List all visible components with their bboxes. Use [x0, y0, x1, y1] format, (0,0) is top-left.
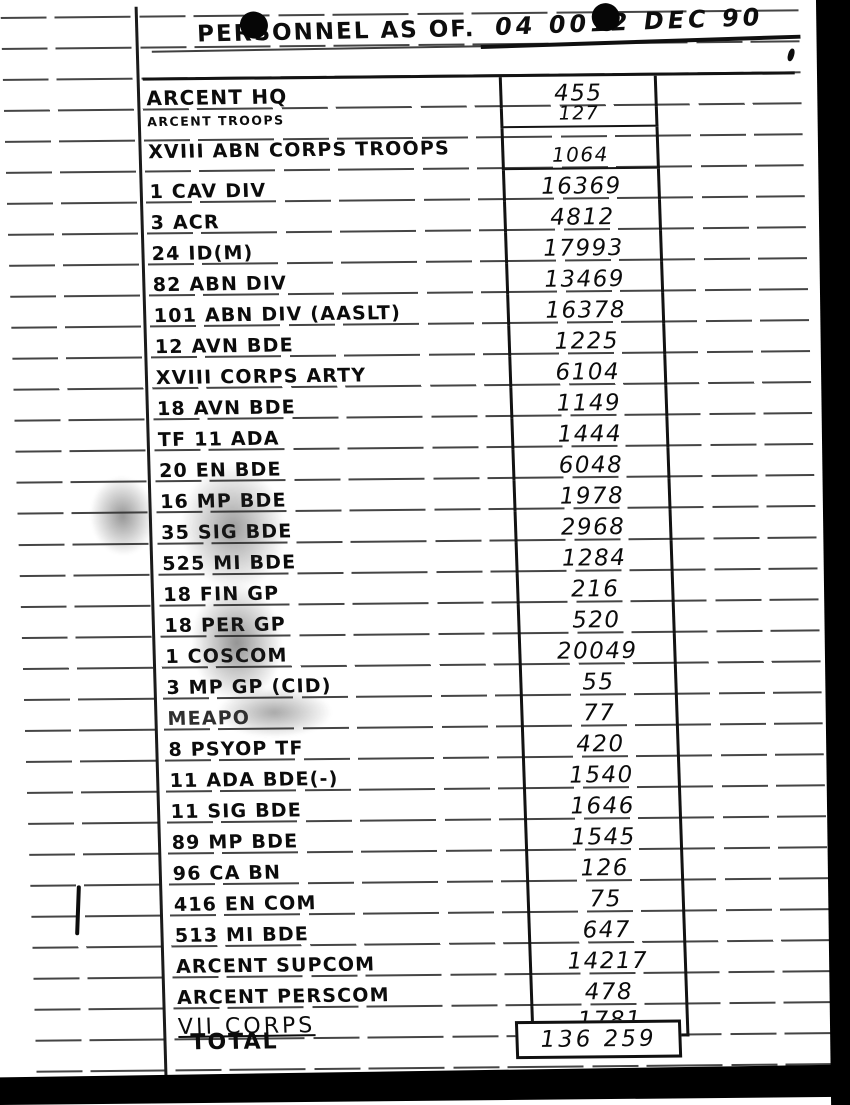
- personnel-count: 14217: [528, 943, 688, 976]
- personnel-count: 75: [526, 881, 686, 914]
- row-tail: [666, 353, 805, 385]
- row-tail: [676, 632, 815, 664]
- unit-name: 3 ACR: [150, 211, 221, 235]
- personnel-count: 20049: [517, 633, 677, 667]
- personnel-count: 647: [527, 912, 687, 945]
- row-tail: [660, 167, 799, 199]
- total-label: TOTAL: [190, 1029, 280, 1056]
- row-tail: [657, 74, 796, 106]
- personnel-count: 77: [519, 695, 679, 729]
- unit-name: ARCENT HQ: [145, 84, 288, 111]
- unit-name: 525 MI BDE: [161, 551, 297, 576]
- table-row: XVIII ABN CORPS TROOPS 1064: [145, 125, 798, 173]
- unit-name: TF 11 ADA: [157, 427, 281, 452]
- unit-name: 8 PSYOP TF: [168, 737, 305, 762]
- row-tail: [668, 415, 807, 447]
- personnel-count: 127: [499, 102, 659, 129]
- row-tail: [658, 105, 797, 126]
- row-tail: [678, 694, 817, 726]
- row-tail: [661, 198, 800, 230]
- unit-name: 24 ID(M): [151, 241, 254, 266]
- unit-name: 96 CA BN: [172, 861, 282, 885]
- unit-name: XVIII ABN CORPS TROOPS: [147, 137, 451, 164]
- personnel-count: 520: [516, 602, 676, 636]
- row-tail: [679, 725, 818, 757]
- row-tail: [682, 818, 821, 850]
- unit-name: 1 COSCOM: [165, 644, 289, 669]
- unit-name: 18 FIN GP: [162, 582, 280, 607]
- personnel-count: 1064: [500, 126, 660, 171]
- row-tail: [672, 508, 811, 540]
- row-tail: [685, 911, 824, 943]
- personnel-count: 1444: [510, 416, 670, 450]
- personnel-count: 16369: [501, 168, 661, 202]
- document-date: 04 0012 DEC 90: [494, 2, 765, 41]
- row-tail: [664, 291, 803, 323]
- row-tail: [674, 570, 813, 602]
- personnel-count: 4812: [502, 199, 663, 233]
- personnel-count: 6104: [508, 354, 668, 388]
- personnel-table: ARCENT HQ 455 ARCENT TROOPS 127 XVIII AB…: [142, 71, 828, 1042]
- unit-name: 82 ABN DIV: [152, 272, 288, 297]
- unit-name: XVIII CORPS ARTY: [155, 364, 367, 390]
- personnel-count: 1545: [524, 819, 684, 852]
- personnel-count: 1646: [523, 788, 683, 822]
- unit-name: 1 CAV DIV: [149, 179, 267, 204]
- unit-name: 12 AVN BDE: [154, 334, 295, 359]
- unit-name: 35 SIG BDE: [160, 520, 293, 545]
- row-tail: [686, 942, 825, 974]
- row-tail: [665, 322, 804, 354]
- unit-name: 101 ABN DIV (AASLT): [153, 301, 402, 328]
- personnel-count: 1978: [512, 478, 672, 512]
- personnel-count: 17993: [504, 230, 664, 264]
- unit-name: 3 MP GP (CID): [166, 674, 333, 700]
- personnel-count: 1540: [521, 757, 682, 791]
- personnel-count: 1149: [509, 385, 669, 419]
- row-tail: [669, 446, 808, 478]
- unit-name: 20 EN BDE: [158, 458, 283, 483]
- title-block: PERSONNEL AS OF. 04 0012 DEC 90: [0, 0, 850, 60]
- document-title: PERSONNEL AS OF.: [196, 15, 476, 48]
- personnel-count: 16378: [506, 292, 666, 326]
- unit-name: 18 AVN BDE: [156, 396, 297, 421]
- personnel-count: 1225: [507, 323, 667, 357]
- row-tail: [688, 1004, 827, 1036]
- row-tail: [663, 260, 802, 292]
- row-tail: [677, 663, 816, 695]
- row-tail: [670, 477, 809, 509]
- personnel-count: 13469: [505, 261, 665, 295]
- personnel-count: 216: [515, 571, 675, 605]
- personnel-count: 2968: [513, 509, 673, 543]
- unit-name: 11 SIG BDE: [170, 799, 303, 824]
- row-tail: [662, 229, 801, 261]
- unit-name: ARCENT PERSCOM: [176, 984, 391, 1009]
- row-tail: [684, 880, 823, 912]
- personnel-count: 478: [529, 974, 689, 1007]
- unit-name: 89 MP BDE: [171, 830, 299, 854]
- unit-name: MEAPO: [167, 706, 251, 731]
- unit-name: ARCENT SUPCOM: [175, 953, 376, 978]
- row-tail: [680, 756, 819, 788]
- personnel-count: 420: [520, 726, 680, 760]
- personnel-count: 55: [518, 664, 678, 698]
- row-tail: [675, 601, 814, 633]
- personnel-count: 126: [525, 850, 685, 883]
- total-value-box: 136 259: [514, 1019, 683, 1060]
- unit-name: 18 PER GP: [163, 613, 287, 638]
- unit-name: 16 MP BDE: [159, 489, 288, 514]
- unit-name: 416 EN COM: [173, 892, 318, 916]
- personnel-count: 6048: [511, 447, 671, 481]
- row-tail: [673, 539, 812, 571]
- row-tail: [681, 787, 820, 819]
- row-tail: [687, 973, 826, 1005]
- row-tail: [658, 125, 797, 168]
- row-tail: [683, 849, 822, 881]
- row-tail: [667, 384, 806, 416]
- unit-name: 11 ADA BDE(-): [169, 767, 339, 793]
- unit-name: 513 MI BDE: [174, 923, 310, 947]
- personnel-count: 1284: [514, 540, 674, 574]
